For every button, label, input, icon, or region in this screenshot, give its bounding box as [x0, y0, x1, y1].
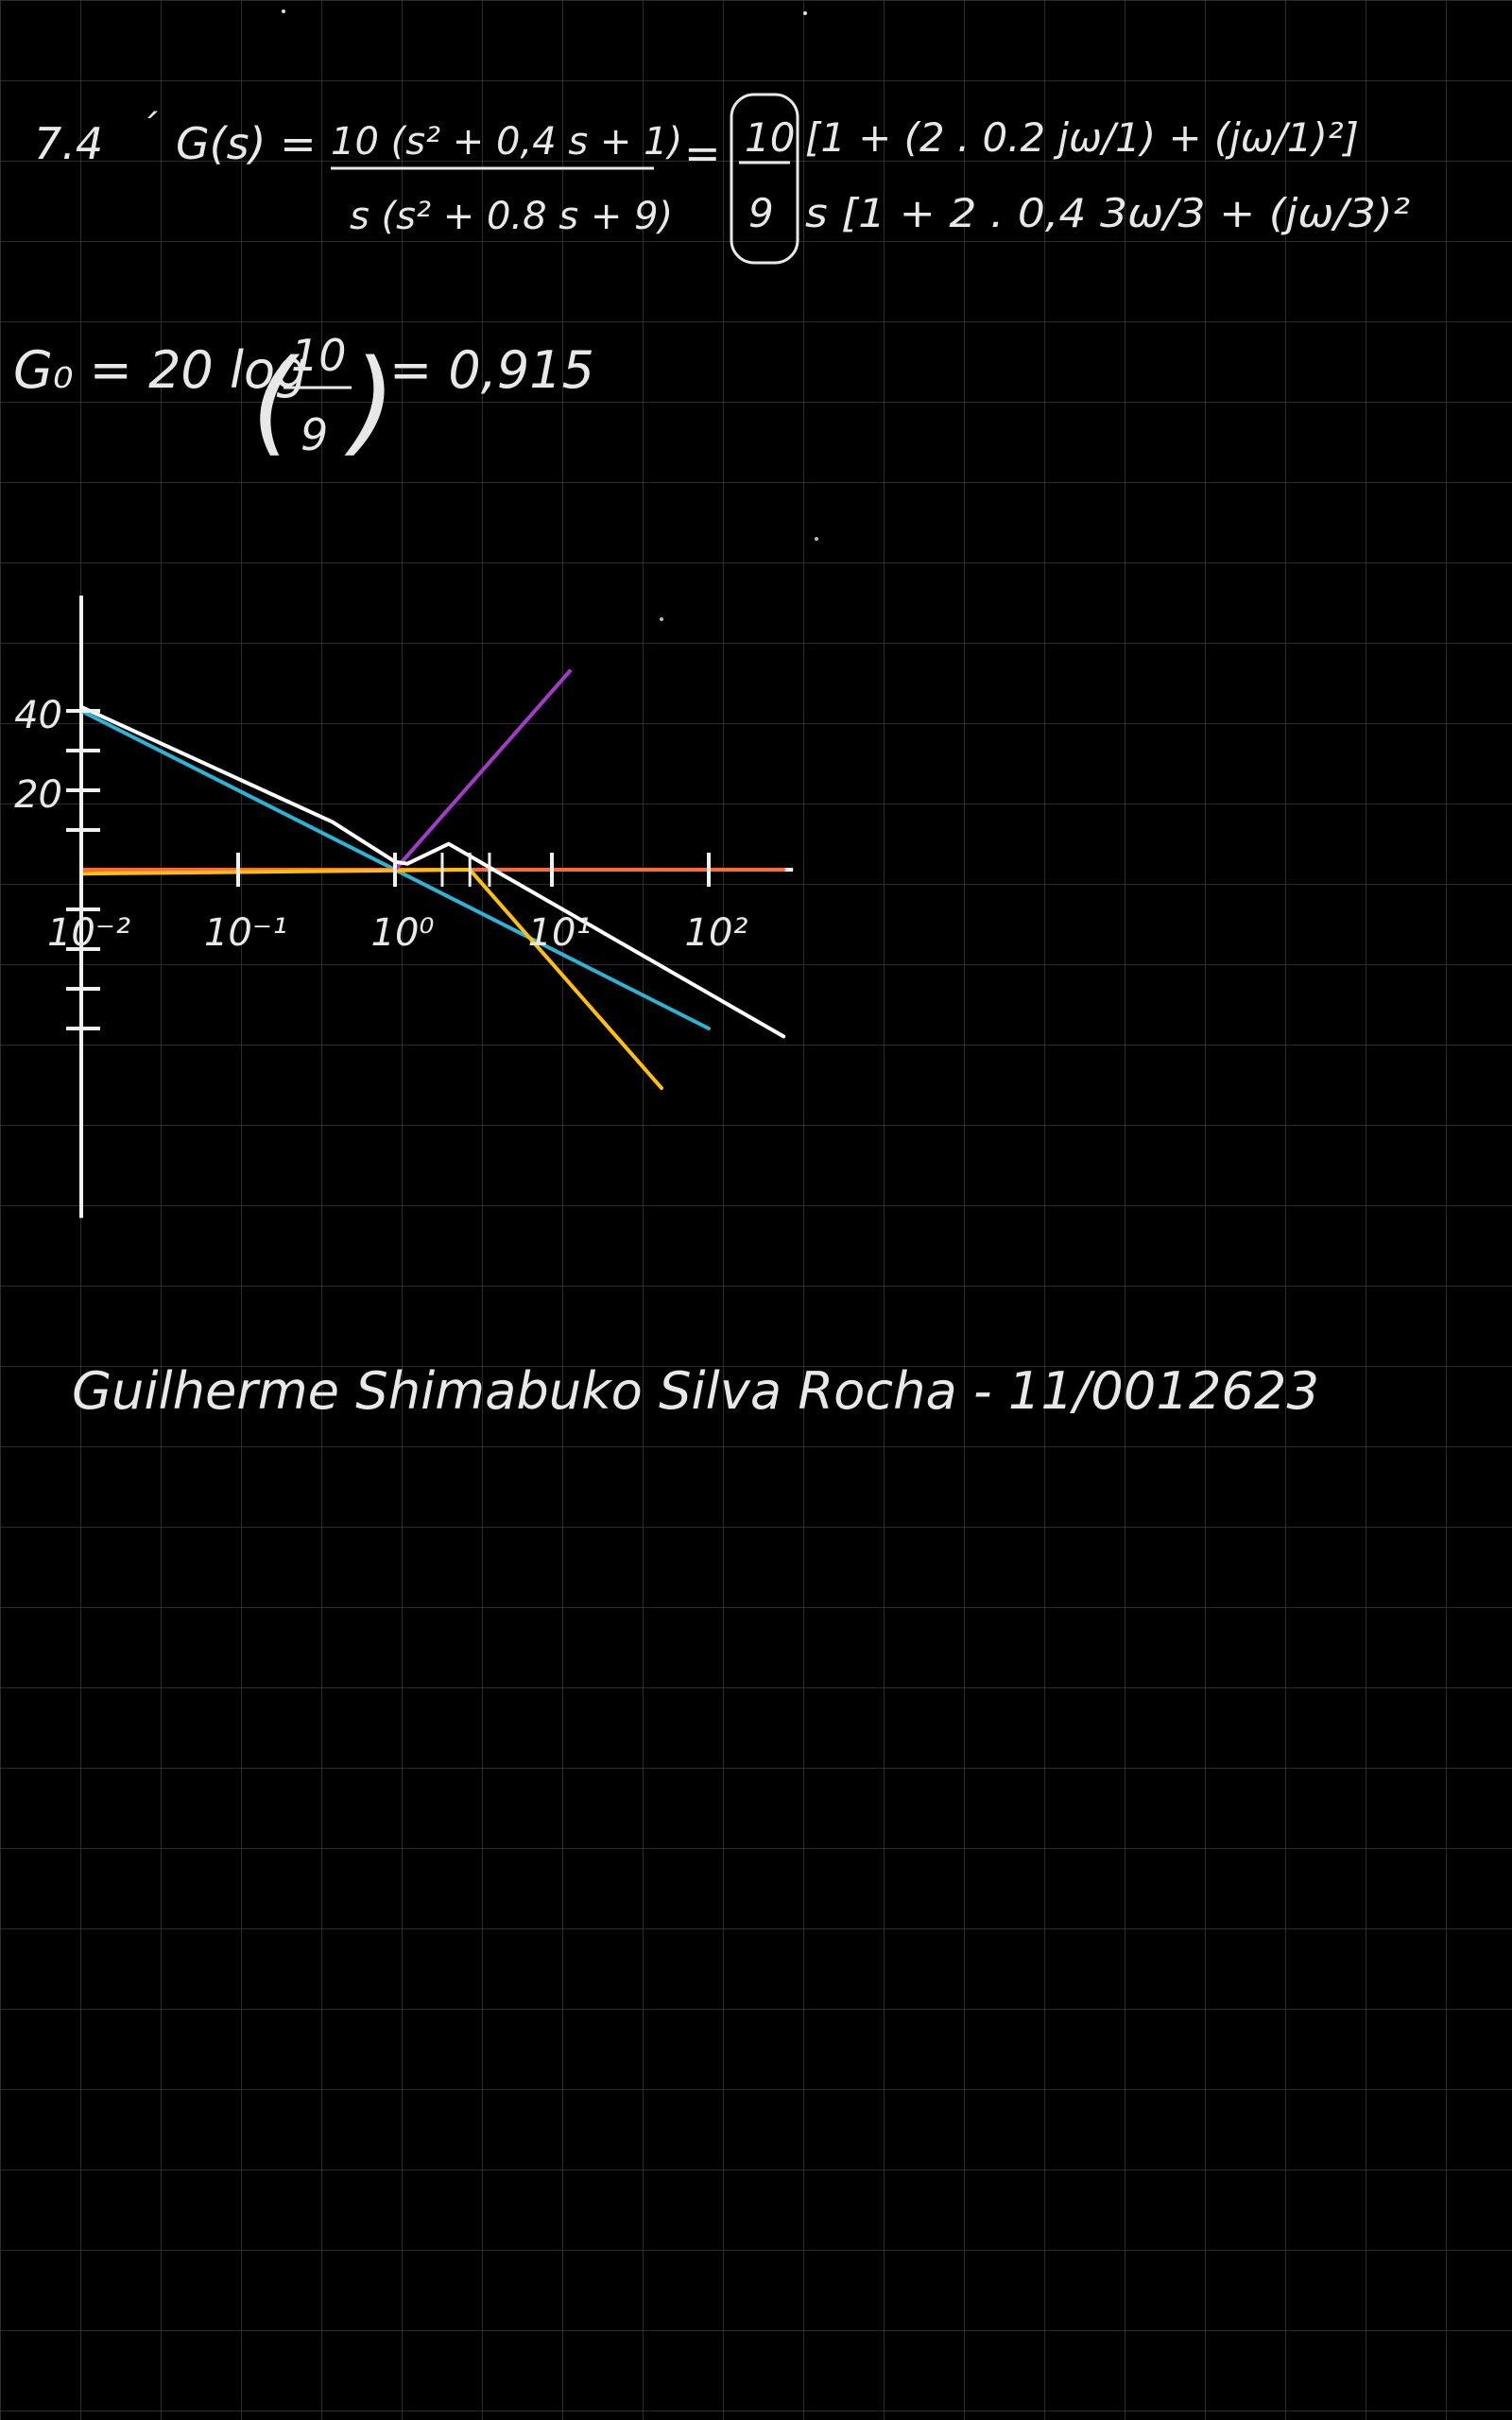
gain-expression: G₀ = 20 log: [13, 340, 307, 400]
ink-dot: [282, 9, 285, 13]
ink-dot: [815, 537, 818, 541]
transfer-function-lhs: G(s) =: [176, 118, 317, 169]
x-tick-label: 10⁻²: [47, 911, 130, 955]
plot-ticks: 40 20 10⁻² 10⁻¹ 10⁰ 10¹ 10²: [14, 694, 748, 1030]
asymptote-line-5: [79, 704, 786, 1039]
y-tick-label: 40: [14, 694, 62, 737]
transfer-function-numerator: 10 (s² + 0,4 s + 1): [331, 120, 682, 164]
normalized-denominator: s [1 + 2 . 0,4 3ω/3 + (jω/3)²: [805, 190, 1410, 236]
y-tick-label: 20: [14, 773, 62, 817]
gain-fraction-denominator: 9: [301, 409, 328, 460]
gain-result: = 0,915: [389, 340, 594, 400]
gain-numerator: 10: [745, 114, 795, 161]
ink-dot: [660, 617, 663, 621]
asymptote-line-4: [393, 669, 572, 872]
x-tick-label: 10⁰: [371, 911, 435, 955]
equals-sign: =: [684, 128, 721, 179]
x-tick-label: 10²: [685, 911, 748, 955]
x-tick-label: 10¹: [528, 911, 592, 955]
gain-fraction-numerator: 10: [291, 330, 347, 381]
student-signature: Guilherme Shimabuko Silva Rocha - 11/001…: [72, 1361, 1319, 1421]
gain-denominator: 9: [748, 190, 774, 236]
problem-number: 7.4: [34, 118, 103, 169]
gain-paren-open: (: [251, 337, 301, 468]
normalized-numerator: [1 + (2 . 0.2 jω/1) + (jω/1)²]: [805, 114, 1359, 161]
transfer-function-denominator: s (s² + 0.8 s + 9): [350, 195, 673, 238]
tick-mark: ´: [138, 108, 158, 151]
bode-magnitude-plot: 40 20 10⁻² 10⁻¹ 10⁰ 10¹ 10²: [14, 596, 794, 1219]
gain-box: [730, 93, 799, 265]
ink-dot: [803, 11, 807, 15]
gain-paren-close: ): [344, 337, 396, 468]
x-tick-label: 10⁻¹: [204, 911, 287, 955]
